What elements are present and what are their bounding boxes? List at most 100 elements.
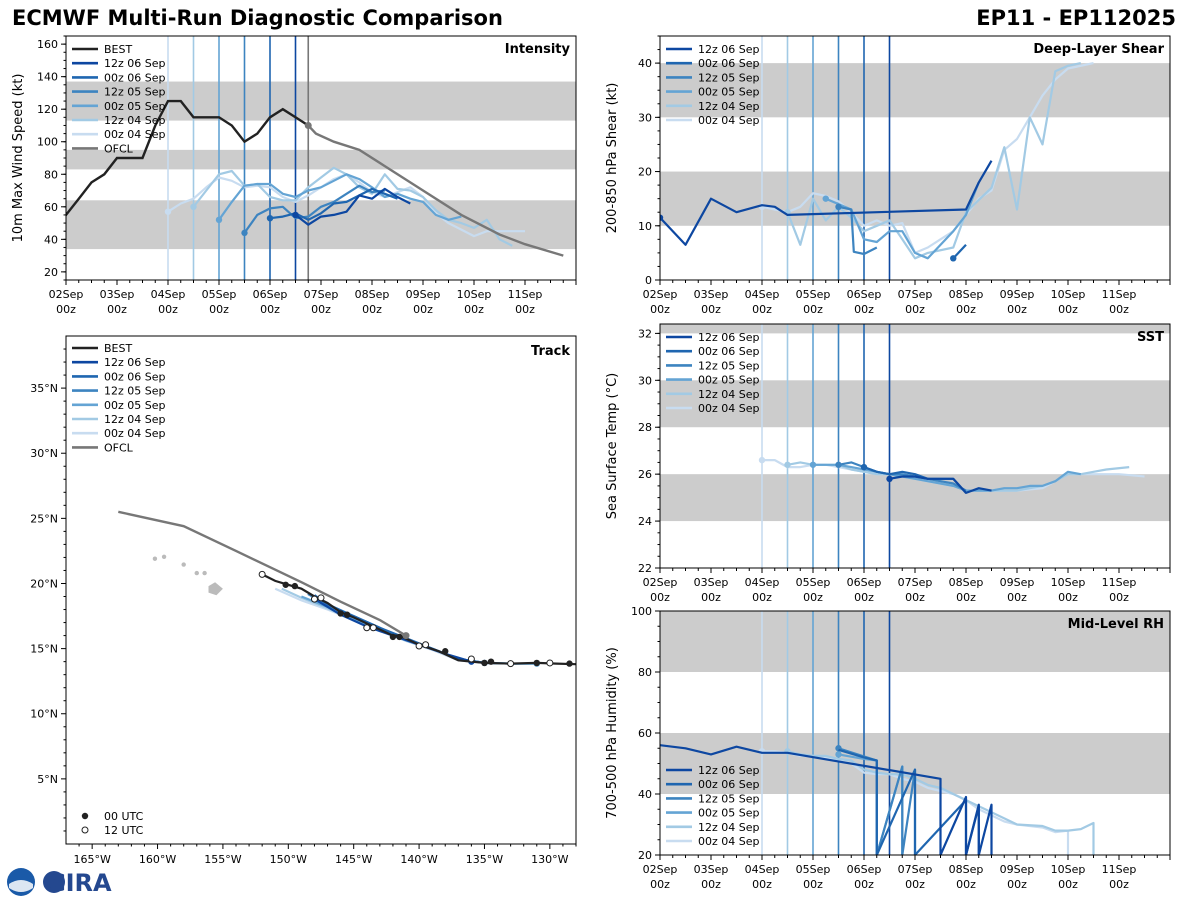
sst-xtick-sublabel: 00z bbox=[1058, 591, 1078, 604]
sst-xtick-sublabel: 00z bbox=[752, 591, 772, 604]
sst-legend-label: 12z 04 Sep bbox=[698, 388, 760, 401]
track-marker-00 bbox=[282, 581, 289, 588]
shear-xtick-label: 03Sep bbox=[694, 288, 729, 301]
intensity-best-line bbox=[66, 99, 309, 217]
intensity-xtick-label: 07Sep bbox=[304, 288, 339, 301]
shear-xtick-sublabel: 00z bbox=[905, 303, 925, 316]
track-marker-12 bbox=[467, 655, 475, 663]
rh-xtick-label: 05Sep bbox=[796, 863, 831, 876]
rh-legend-label: 00z 04 Sep bbox=[698, 835, 760, 848]
track-ytick-label: 10°N bbox=[30, 708, 58, 721]
intensity-ytick-label: 20 bbox=[44, 266, 58, 279]
intensity-series-group bbox=[66, 99, 564, 257]
rh-run-start-3 bbox=[835, 751, 842, 758]
rh-xtick-sublabel: 00z bbox=[854, 878, 874, 891]
shear-panel-title: Deep-Layer Shear bbox=[1033, 42, 1164, 57]
shear-series-group bbox=[660, 62, 1094, 262]
track-xtick-label: 155°W bbox=[204, 853, 241, 866]
intensity-ofcl-line bbox=[307, 124, 564, 257]
intensity-run-start-5 bbox=[164, 208, 172, 215]
intensity-legend-label: 00z 05 Sep bbox=[104, 100, 166, 113]
shear-legend-label: 00z 05 Sep bbox=[698, 86, 760, 99]
sst-xtick-label: 02Sep bbox=[643, 576, 678, 589]
intensity-run-start-4 bbox=[190, 203, 197, 210]
intensity-legend-label: 12z 06 Sep bbox=[104, 57, 166, 70]
track-marker-00 bbox=[481, 659, 488, 667]
shear-xtick-sublabel: 00z bbox=[701, 303, 721, 316]
sst-run-start-0 bbox=[886, 475, 893, 483]
track-marker-00 bbox=[337, 610, 344, 617]
shear-xtick-label: 08Sep bbox=[949, 288, 984, 301]
track-ytick-label: 35°N bbox=[30, 382, 58, 395]
sst-run-line-3 bbox=[813, 463, 1082, 492]
rh-legend-label: 00z 06 Sep bbox=[698, 778, 760, 791]
sst-xtick-label: 05Sep bbox=[796, 576, 831, 589]
track-ytick-label: 30°N bbox=[30, 447, 58, 460]
intensity-legend-label: 12z 04 Sep bbox=[104, 114, 166, 127]
sst-xtick-label: 07Sep bbox=[898, 576, 933, 589]
figure-title: ECMWF Multi-Run Diagnostic Comparison bbox=[12, 6, 503, 30]
shear-xtick-label: 04Sep bbox=[745, 288, 780, 301]
track-marker-12 bbox=[546, 659, 554, 667]
track-xtick-label: 145°W bbox=[335, 853, 372, 866]
intensity-xtick-label: 05Sep bbox=[202, 288, 237, 301]
shear-xtick-sublabel: 00z bbox=[650, 303, 670, 316]
intensity-run-line-2 bbox=[243, 184, 385, 234]
sst-run-start-2 bbox=[835, 461, 842, 468]
rh-xtick-sublabel: 00z bbox=[905, 878, 925, 891]
sst-band bbox=[660, 380, 1170, 428]
marker-legend-12 bbox=[81, 826, 89, 834]
track-marker-00 bbox=[343, 611, 351, 618]
rh-xtick-sublabel: 00z bbox=[650, 878, 670, 891]
track-frame bbox=[65, 335, 577, 845]
track-ytick-label: 5°N bbox=[37, 773, 58, 786]
sst-ylabel: Sea Surface Temp (°C) bbox=[605, 373, 620, 520]
track-marker-00 bbox=[487, 658, 495, 665]
track-marker-00 bbox=[566, 660, 573, 667]
rh-run-line-0 bbox=[660, 744, 993, 855]
sst-ytick-label: 22 bbox=[638, 562, 652, 575]
sst-ytick-label: 32 bbox=[638, 327, 652, 340]
intensity-ytick-label: 140 bbox=[37, 71, 58, 84]
shear-band bbox=[660, 171, 1170, 226]
marker-legend-00 bbox=[81, 812, 89, 820]
sst-xtick-label: 11Sep bbox=[1102, 576, 1137, 589]
intensity-ofcl-start bbox=[304, 121, 312, 129]
track-ofcl-start bbox=[402, 632, 410, 640]
shear-run-line-5 bbox=[761, 62, 1094, 254]
shear-run-start-1 bbox=[950, 255, 957, 262]
sst-legend-label: 00z 04 Sep bbox=[698, 402, 760, 415]
track-ytick-label: 15°N bbox=[30, 643, 58, 656]
rh-xtick-sublabel: 00z bbox=[1007, 878, 1027, 891]
intensity-band bbox=[66, 81, 576, 121]
sst-ytick-label: 28 bbox=[638, 421, 652, 434]
sst-legend-label: 12z 05 Sep bbox=[698, 359, 760, 372]
sst-xtick-sublabel: 00z bbox=[905, 591, 925, 604]
track-legend-label: 12z 04 Sep bbox=[104, 413, 166, 426]
sst-xtick-sublabel: 00z bbox=[701, 591, 721, 604]
shear-run-start-2 bbox=[835, 203, 842, 210]
rh-xtick-sublabel: 00z bbox=[956, 878, 976, 891]
intensity-xtick-sublabel: 00z bbox=[311, 303, 331, 316]
sst-xtick-sublabel: 00z bbox=[854, 591, 874, 604]
track-xtick-label: 160°W bbox=[139, 853, 176, 866]
track-marker-12 bbox=[310, 595, 318, 603]
rh-xtick-sublabel: 00z bbox=[701, 878, 721, 891]
shear-band bbox=[660, 63, 1170, 118]
intensity-legend-label: 12z 05 Sep bbox=[104, 86, 166, 99]
intensity-xtick-label: 08Sep bbox=[355, 288, 390, 301]
sst-legend-label: 00z 05 Sep bbox=[698, 374, 760, 387]
intensity-legend-label: OFCL bbox=[104, 142, 134, 155]
marker-legend-label: 00 UTC bbox=[104, 810, 144, 823]
rh-xtick-label: 08Sep bbox=[949, 863, 984, 876]
shear-ylabel: 200-850 hPa Shear (kt) bbox=[605, 83, 620, 234]
sst-xtick-label: 09Sep bbox=[1000, 576, 1035, 589]
intensity-legend-label: BEST bbox=[104, 43, 132, 56]
track-panel: 165°W 160°W 155°W 150°W 145°W 140°W 135°W 130°W… bbox=[30, 335, 577, 866]
rh-xtick-sublabel: 00z bbox=[1058, 878, 1078, 891]
storm-id: EP11 - EP112025 bbox=[976, 6, 1176, 30]
shear-run-line-0 bbox=[660, 160, 993, 246]
sst-ytick-label: 30 bbox=[638, 374, 652, 387]
track-marker-12 bbox=[369, 624, 377, 632]
intensity-legend-label: 00z 04 Sep bbox=[104, 128, 166, 141]
